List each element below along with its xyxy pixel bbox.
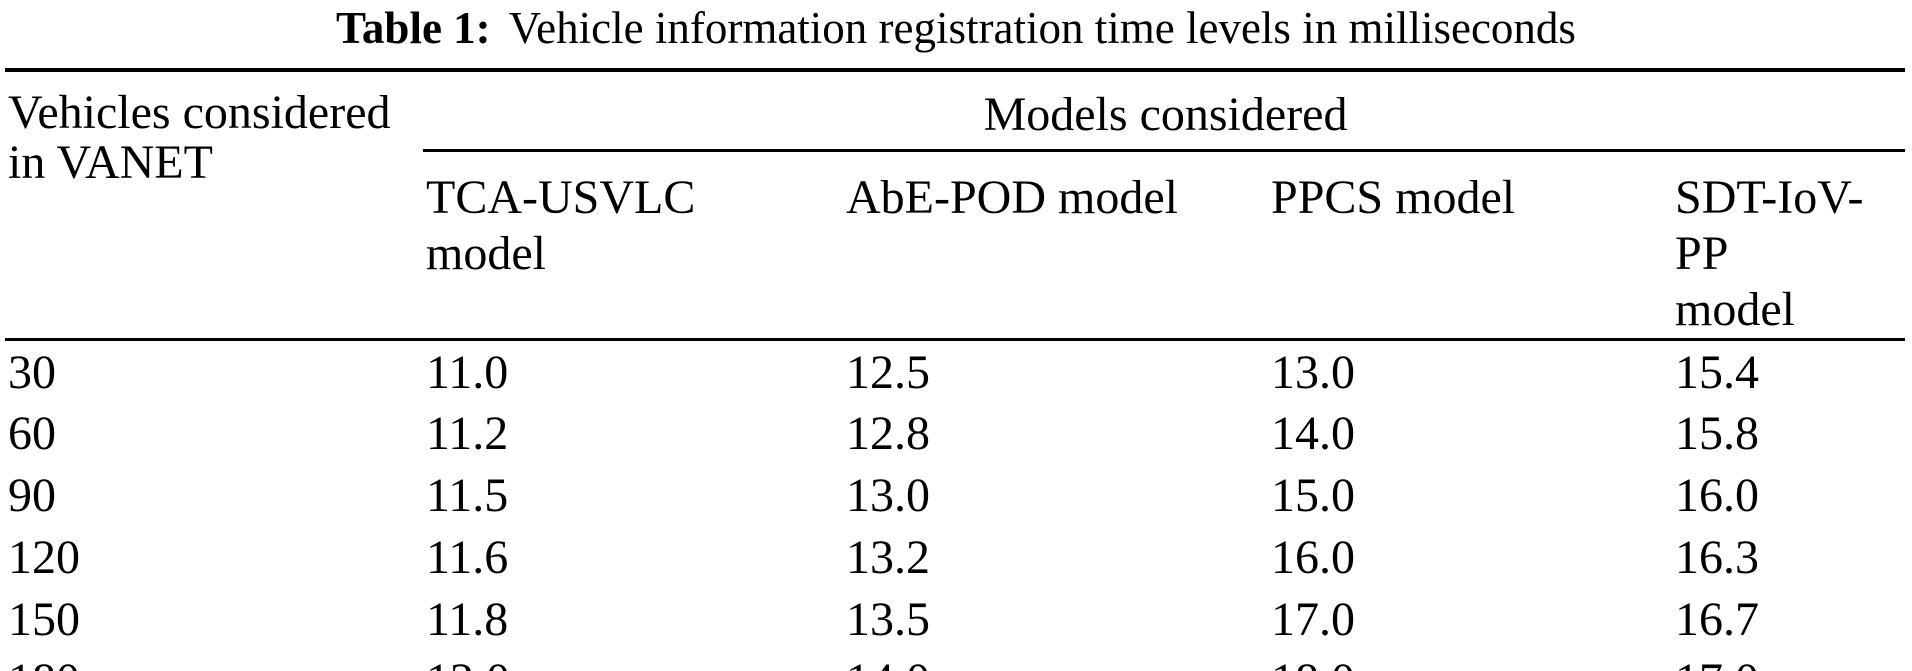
value-cell: 13.0 <box>1271 345 1355 399</box>
column-header-tca-usvlc: TCA-USVLC model <box>423 150 843 341</box>
vehicles-cell: 120 <box>8 531 80 584</box>
value-cell: 16.0 <box>1271 531 1355 584</box>
value-cell: 11.8 <box>426 593 509 646</box>
value-cell: 12.0 <box>423 649 843 671</box>
value-cell: 16.0 <box>1675 469 1759 522</box>
value-cell: 11.5 <box>426 469 509 522</box>
corner-header-line2: in VANET <box>8 136 213 189</box>
table-row: 60 11.2 12.8 14.0 15.8 <box>5 401 1905 463</box>
value-cell: 16.3 <box>1675 531 1759 584</box>
vehicles-cell: 150 <box>8 593 80 646</box>
vehicles-cell: 60 <box>8 407 56 460</box>
value-cell: 15.8 <box>1675 407 1759 460</box>
table-row: 30 11.0 12.5 13.0 15.4 <box>5 339 1905 401</box>
value-cell: 17.0 <box>1271 593 1355 646</box>
column-header-line: AbE-POD model <box>846 170 1178 224</box>
vehicles-cell: 30 <box>8 345 56 399</box>
table-row: 120 11.6 13.2 16.0 16.3 <box>5 525 1905 587</box>
column-header-line: TCA-USVLC <box>426 170 696 224</box>
value-cell: 15.4 <box>1675 345 1759 399</box>
table-row: 180 12.0 14.0 18.0 17.0 <box>5 649 1905 671</box>
group-header-row: Vehicles considered in VANET Models cons… <box>5 70 1906 341</box>
value-cell: 14.0 <box>843 649 1268 671</box>
value-cell: 13.2 <box>846 531 930 584</box>
column-header-line: model <box>1675 282 1795 336</box>
corner-header-cell: Vehicles considered in VANET <box>5 70 423 341</box>
value-cell: 11.2 <box>426 407 509 460</box>
value-cell: 13.0 <box>846 469 930 522</box>
data-table: Vehicles considered in VANET Models cons… <box>5 68 1906 671</box>
value-cell: 14.0 <box>1271 407 1355 460</box>
value-cell: 15.0 <box>1271 469 1355 522</box>
value-cell: 17.0 <box>1672 649 1905 671</box>
vehicles-cell: 180 <box>5 649 423 671</box>
column-header-sdt-iov-pp: SDT-IoV-PP model <box>1672 150 1906 341</box>
corner-header-line1: Vehicles considered <box>8 86 391 139</box>
column-header-row: TCA-USVLC model AbE-POD model PPCS model… <box>5 150 1906 341</box>
value-cell: 12.8 <box>846 407 930 460</box>
column-header-ppcs: PPCS model <box>1268 150 1672 341</box>
column-header-line: model <box>426 226 546 280</box>
column-header-line: PPCS model <box>1271 170 1516 224</box>
table-row: 150 11.8 13.5 17.0 16.7 <box>5 587 1905 649</box>
value-cell: 18.0 <box>1268 649 1672 671</box>
value-cell: 12.5 <box>846 345 930 399</box>
value-cell: 13.5 <box>846 593 930 646</box>
column-header-line: SDT-IoV-PP <box>1675 170 1864 280</box>
column-header-abe-pod: AbE-POD model <box>843 150 1268 341</box>
vehicles-cell: 90 <box>8 469 56 522</box>
value-cell: 11.0 <box>426 345 509 399</box>
value-cell: 16.7 <box>1675 593 1759 646</box>
value-cell: 11.6 <box>426 531 509 584</box>
table-caption-text: Vehicle information registration time le… <box>508 3 1576 53</box>
table-caption-label: Table 1: <box>336 3 491 53</box>
models-group-header: Models considered <box>423 70 1906 152</box>
table-caption: Table 1: Vehicle information registration… <box>0 0 1912 53</box>
table-row: 90 11.5 13.0 15.0 16.0 <box>5 463 1905 525</box>
